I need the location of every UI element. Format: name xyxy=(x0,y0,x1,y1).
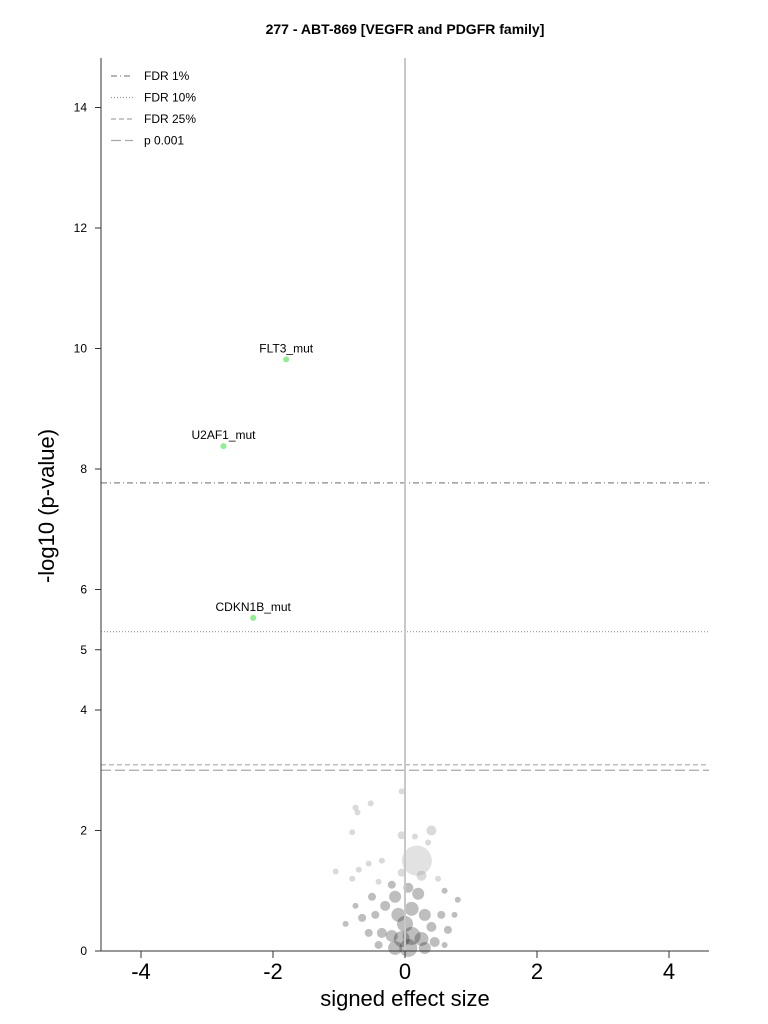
point-label: U2AF1_mut xyxy=(191,428,256,442)
data-point xyxy=(375,878,382,885)
data-point xyxy=(364,928,373,937)
data-point xyxy=(402,926,421,945)
y-tick-label: 12 xyxy=(74,221,88,235)
legend-label: FDR 10% xyxy=(144,91,196,105)
data-point xyxy=(404,901,419,916)
data-point xyxy=(429,936,440,947)
data-point xyxy=(380,900,391,911)
data-point xyxy=(454,896,461,903)
data-point xyxy=(378,857,385,864)
data-point xyxy=(443,925,452,934)
y-tick-label: 14 xyxy=(74,101,88,115)
y-tick-label: 5 xyxy=(80,643,87,657)
legend-label: p 0.001 xyxy=(144,134,184,148)
data-point xyxy=(367,800,374,807)
point-label: CDKN1B_mut xyxy=(216,600,292,614)
data-point xyxy=(397,868,406,877)
data-point xyxy=(368,892,376,901)
data-point xyxy=(391,907,406,922)
data-point xyxy=(398,788,405,795)
data-point xyxy=(387,880,396,889)
data-point xyxy=(399,938,418,957)
data-point xyxy=(365,860,372,867)
data-point xyxy=(441,941,448,948)
data-point xyxy=(354,809,361,816)
legend-label: FDR 25% xyxy=(144,112,196,126)
data-point xyxy=(397,831,406,840)
data-point xyxy=(411,833,418,840)
data-point xyxy=(352,902,359,909)
legend-label: FDR 1% xyxy=(144,69,190,83)
data-point xyxy=(418,908,431,921)
data-point xyxy=(358,913,367,922)
data-point xyxy=(414,931,429,946)
y-tick-label: 4 xyxy=(80,703,87,717)
data-points xyxy=(332,788,461,957)
highlight-point xyxy=(283,356,290,363)
y-tick-label: 0 xyxy=(80,944,87,958)
data-point xyxy=(349,829,356,836)
data-point xyxy=(426,825,437,836)
data-point xyxy=(412,887,425,900)
data-point xyxy=(425,839,432,846)
data-point xyxy=(441,887,448,894)
data-point xyxy=(385,929,398,942)
data-point xyxy=(342,920,349,927)
data-point xyxy=(332,868,339,875)
data-point xyxy=(451,911,458,918)
highlighted-points: FLT3_mut U2AF1_mut CDKN1B_mut xyxy=(191,341,314,621)
highlight-point xyxy=(220,443,227,450)
data-point xyxy=(437,910,446,919)
data-point xyxy=(355,866,362,873)
data-point xyxy=(416,870,427,881)
x-tick-label: -2 xyxy=(263,959,283,984)
y-axis-label: -log10 (p-value) xyxy=(34,429,59,583)
chart-title: 277 - ABT-869 [VEGFR and PDGFR family] xyxy=(266,21,545,37)
x-tick-label: 4 xyxy=(663,959,675,984)
y-tick-label: 8 xyxy=(80,462,87,476)
point-label: FLT3_mut xyxy=(259,341,313,355)
data-point xyxy=(426,921,437,932)
data-point xyxy=(374,940,383,949)
x-tick-label: 0 xyxy=(399,959,411,984)
x-tick-label: 2 xyxy=(531,959,543,984)
y-tick-label: 2 xyxy=(80,824,87,838)
legend: FDR 1% FDR 10% FDR 25% p 0.001 xyxy=(111,69,196,148)
y-tick-label: 10 xyxy=(74,342,88,356)
data-point xyxy=(352,804,359,811)
data-point xyxy=(435,875,441,882)
data-point xyxy=(401,845,432,876)
data-point xyxy=(349,875,356,882)
x-tick-label: -4 xyxy=(131,959,151,984)
axes: 0 2 4 5 6 8 10 12 14 -4 -2 0 2 4 xyxy=(74,58,709,984)
y-tick-label: 6 xyxy=(80,583,87,597)
highlight-point xyxy=(250,614,257,621)
x-axis-label: signed effect size xyxy=(320,986,490,1011)
data-point xyxy=(389,890,402,903)
data-point xyxy=(371,910,380,919)
data-point xyxy=(418,941,431,954)
data-point xyxy=(376,927,387,938)
